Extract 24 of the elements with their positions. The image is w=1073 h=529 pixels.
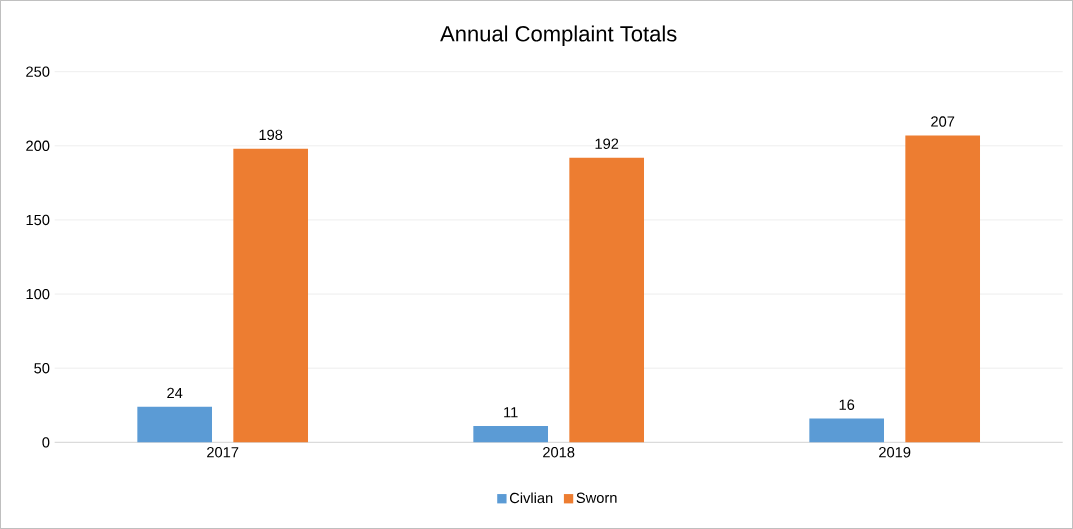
y-tick-label: 150 [26,214,50,226]
data-label: 192 [595,138,619,149]
bar [233,148,309,443]
y-tick-label: 100 [26,288,50,300]
y-tick-label: 250 [26,66,50,77]
legend-label: Civlian [509,492,553,504]
y-tick-label: 0 [42,437,50,448]
bar [569,157,645,443]
x-tick-label: 2018 [543,447,575,458]
bar [137,406,212,443]
x-tick-label: 2019 [879,447,911,458]
data-label: 11 [504,407,518,418]
y-tick-label: 200 [26,140,50,151]
x-tick-label: 2017 [207,447,239,458]
legend-label: Sworn [576,492,617,503]
bar [905,135,981,443]
data-label: 207 [931,116,955,127]
data-label: 198 [259,129,283,141]
bar [473,426,549,443]
chart-title: Annual Complaint Totals [440,25,677,46]
y-tick-label: 50 [34,363,50,374]
data-label: 16 [839,399,855,410]
bar [809,418,885,443]
data-label: 24 [167,387,183,399]
